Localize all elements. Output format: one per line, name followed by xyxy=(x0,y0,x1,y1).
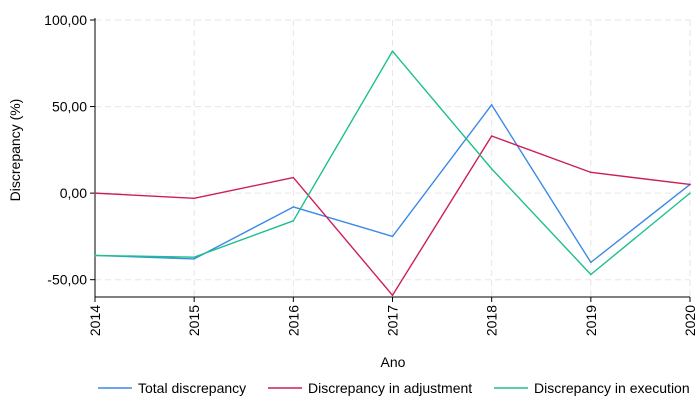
data-point xyxy=(490,104,493,106)
legend-label: Discrepancy in adjustment xyxy=(308,380,472,396)
data-point xyxy=(590,261,592,264)
data-point xyxy=(490,135,493,137)
y-tick-label: 50,00 xyxy=(52,99,87,115)
data-point xyxy=(193,197,195,200)
data-point xyxy=(292,206,295,208)
x-tick-label: 2015 xyxy=(186,305,202,336)
legend-label: Discrepancy in execution xyxy=(534,380,690,396)
x-tick-label: 2020 xyxy=(682,305,698,336)
data-point xyxy=(94,192,96,194)
y-axis-title: Discrepancy (%) xyxy=(7,99,23,202)
legend-label: Total discrepancy xyxy=(138,380,246,396)
data-point xyxy=(590,273,592,276)
grid xyxy=(94,19,691,297)
legend: Total discrepancy Discrepancy in adjustme… xyxy=(98,380,690,396)
data-point xyxy=(193,256,195,258)
data-point xyxy=(590,171,592,174)
data-point xyxy=(490,168,493,170)
axes: 100,00 50,00 0,00 -50,00 2014 2015 2016 2017 201… xyxy=(44,12,698,336)
data-point xyxy=(391,235,394,238)
x-tick-label: 2014 xyxy=(87,305,103,336)
data-point xyxy=(94,254,96,257)
x-axis-title: Ano xyxy=(381,354,406,370)
data-point xyxy=(689,192,691,194)
x-tick-label: 2018 xyxy=(484,305,500,336)
y-tick-label: 0,00 xyxy=(60,185,87,201)
data-point xyxy=(391,294,394,297)
data-point xyxy=(292,220,295,222)
x-tick-label: 2019 xyxy=(583,305,599,336)
data-point xyxy=(689,183,691,186)
y-tick-label: 100,00 xyxy=(44,12,87,28)
series-lines xyxy=(94,50,691,297)
y-tick-label: -50,00 xyxy=(47,272,87,288)
data-point xyxy=(292,176,295,179)
data-point xyxy=(193,258,195,260)
x-tick-label: 2016 xyxy=(285,305,301,336)
x-tick-label: 2017 xyxy=(385,305,401,336)
data-point xyxy=(391,50,394,52)
